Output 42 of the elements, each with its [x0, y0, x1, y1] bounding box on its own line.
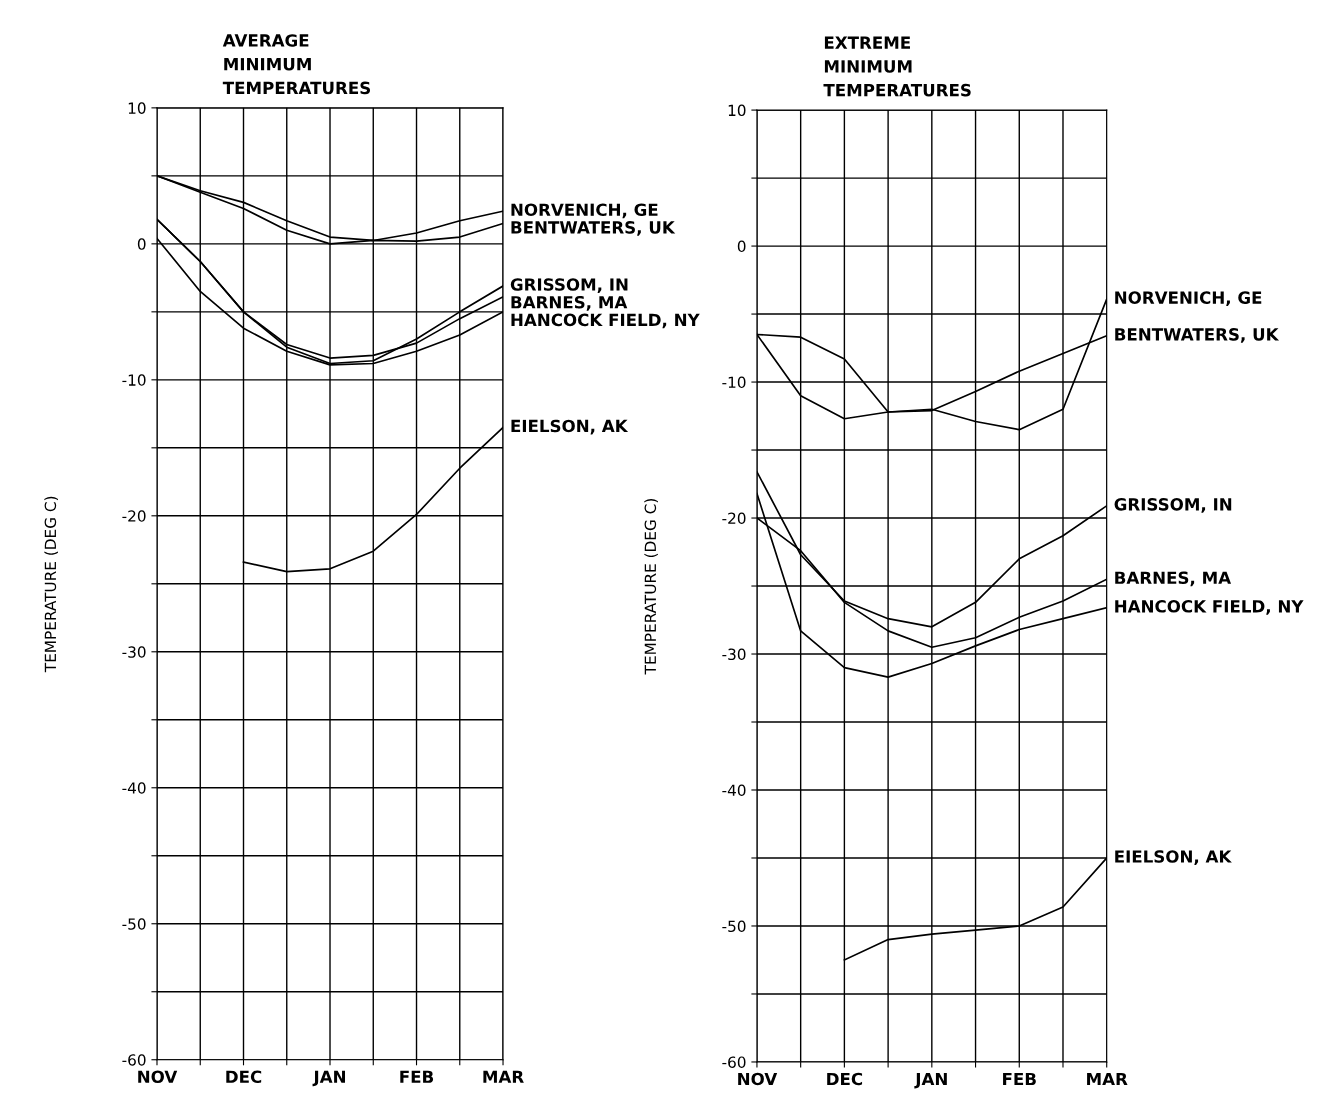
y-tick-label: -10 [122, 374, 146, 386]
y-tick-label: 0 [137, 238, 146, 250]
chart-title: EXTREME MINIMUM TEMPERATURES [823, 36, 971, 97]
y-tick-label: -30 [722, 648, 746, 661]
x-tick-label: MAR [1087, 1072, 1128, 1086]
x-tick-label: NOV [138, 1070, 178, 1084]
x-tick-label: FEB [400, 1070, 434, 1083]
y-tick-label: 0 [737, 240, 746, 253]
series-label: HANCOCK FIELD, NY [511, 313, 700, 329]
series-label: NORVENICH, GE [1115, 291, 1262, 307]
x-tick-label: DEC [827, 1072, 863, 1086]
y-tick-label: -30 [122, 646, 146, 658]
series-label: BENTWATERS, UK [1115, 328, 1280, 343]
y-tick-label: -60 [722, 1056, 746, 1068]
series-label: BARNES, MA [511, 295, 628, 311]
y-tick-label: -10 [722, 376, 746, 389]
chart-title: AVERAGE MINIMUM TEMPERATURES [222, 34, 371, 95]
y-axis-title: TEMPERATURE (DEG C) [44, 496, 58, 673]
y-tick-label: -50 [122, 918, 146, 930]
x-tick-label: NOV [738, 1072, 778, 1086]
series-label: NORVENICH, GE [511, 203, 658, 219]
x-tick-label: DEC [226, 1070, 262, 1084]
x-tick-label: JAN [312, 1070, 346, 1087]
y-tick-label: 10 [728, 104, 746, 117]
y-tick-label: 10 [128, 102, 146, 114]
series-label: GRISSOM, IN [1114, 498, 1232, 513]
y-tick-label: -20 [122, 510, 146, 522]
y-tick-label: -20 [722, 512, 746, 525]
y-tick-label: -60 [122, 1054, 146, 1066]
y-tick-label: -40 [122, 782, 146, 794]
y-tick-label: -50 [722, 920, 746, 932]
x-tick-label: FEB [1003, 1072, 1036, 1086]
x-tick-label: MAR [483, 1070, 524, 1083]
series-label: GRISSOM, IN [510, 278, 628, 293]
y-tick-label: -40 [722, 784, 746, 797]
series-label: EIELSON, AK [511, 419, 629, 435]
series-label: EIELSON, AK [1115, 850, 1232, 865]
series-label: BARNES, MA [1115, 571, 1232, 587]
series-label: BENTWATERS, UK [511, 221, 676, 236]
series-label: HANCOCK FIELD, NY [1115, 600, 1304, 615]
y-axis-title: TEMPERATURE (DEG C) [644, 499, 658, 675]
x-tick-label: JAN [914, 1072, 947, 1089]
